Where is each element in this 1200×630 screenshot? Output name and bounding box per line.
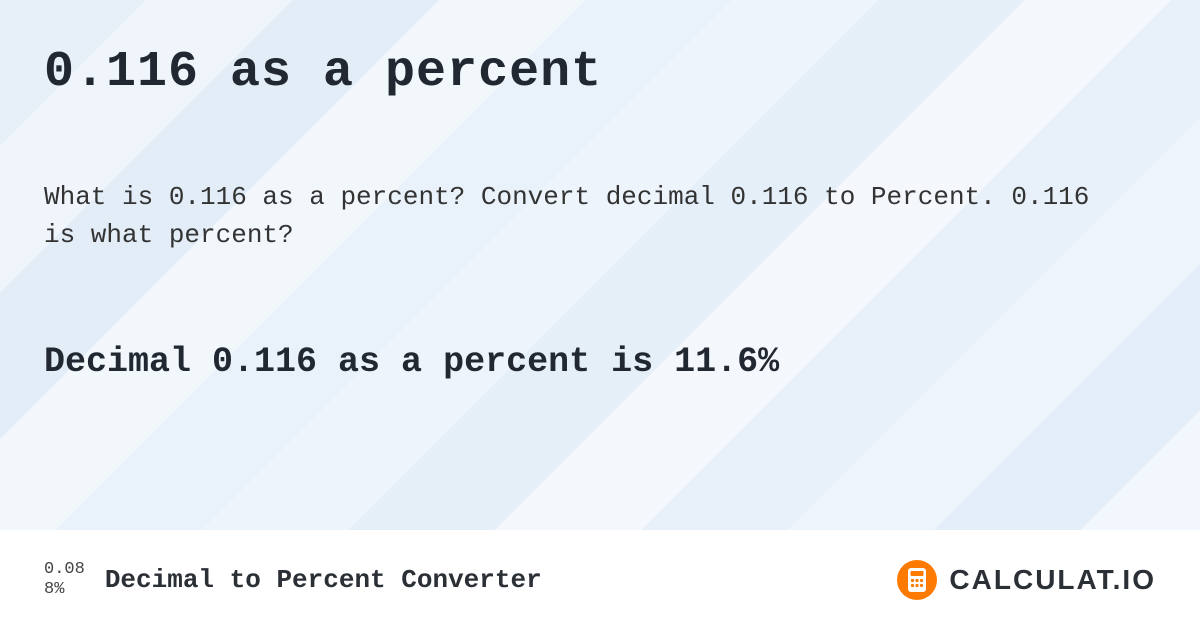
mini-example-bottom: 8% — [44, 580, 64, 600]
mini-example-top: 0.08 — [44, 560, 85, 580]
result-text: Decimal 0.116 as a percent is 11.6% — [44, 342, 1156, 382]
mini-example-icon: 0.08 8% — [44, 560, 85, 599]
footer-bar: 0.08 8% Decimal to Percent Converter CAL… — [0, 530, 1200, 630]
page-title: 0.116 as a percent — [44, 44, 1156, 101]
calculator-icon — [897, 560, 937, 600]
brand-name: CALCULAT.IO — [949, 564, 1156, 596]
main-content: 0.116 as a percent What is 0.116 as a pe… — [0, 0, 1200, 530]
description-text: What is 0.116 as a percent? Convert deci… — [44, 179, 1104, 254]
brand-logo[interactable]: CALCULAT.IO — [897, 560, 1156, 600]
footer-left: 0.08 8% Decimal to Percent Converter — [44, 560, 542, 599]
tool-name: Decimal to Percent Converter — [105, 565, 542, 595]
